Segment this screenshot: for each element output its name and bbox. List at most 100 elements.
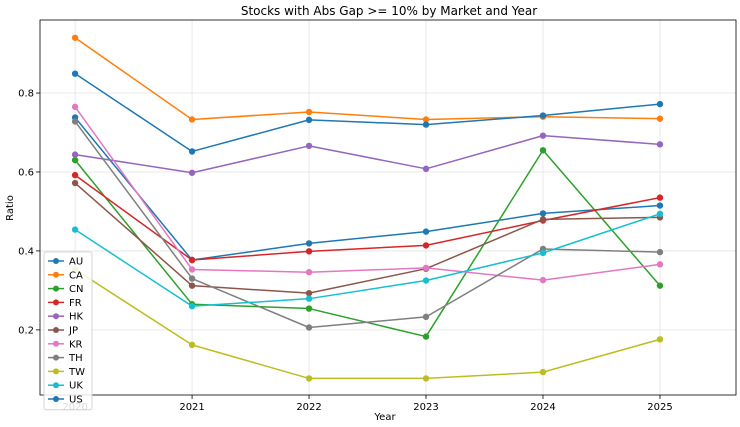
series-line-uk [74, 213, 661, 307]
data-point-tw [539, 368, 547, 376]
data-point-cn [422, 333, 430, 340]
data-point-hk [188, 169, 196, 176]
legend-swatch-marker [53, 382, 59, 389]
legend-item-us: US [48, 395, 83, 406]
legend-label: TH [68, 353, 83, 364]
legend-label: CN [69, 284, 83, 295]
series-uk [71, 210, 664, 310]
x-tick-label: 2021 [179, 402, 204, 413]
data-point-uk [305, 295, 313, 302]
data-point-uk [539, 249, 547, 257]
series-line-ca [74, 37, 660, 121]
legend-item-cn: CN [48, 284, 83, 295]
series-kr [71, 103, 664, 284]
plot-border [39, 19, 737, 396]
x-tick-label: 2023 [413, 402, 438, 413]
y-axis-label: Ratio [5, 195, 16, 221]
data-point-hk [656, 141, 664, 148]
data-point-fr [305, 248, 313, 255]
grid-lines [40, 20, 736, 395]
legend-label: UK [69, 381, 83, 392]
series-us [71, 70, 664, 155]
legend-swatch-marker [53, 271, 59, 278]
data-point-jp [539, 216, 547, 223]
data-point-uk [71, 226, 79, 233]
data-point-au [305, 240, 313, 247]
data-point-jp [71, 179, 79, 187]
data-point-th [71, 118, 79, 125]
y-tick-label: 0.6 [18, 167, 34, 178]
data-point-th [656, 248, 664, 256]
data-point-hk [305, 142, 313, 150]
data-point-hk [539, 132, 547, 139]
data-point-kr [188, 266, 196, 273]
legend-swatch-marker [53, 313, 59, 320]
data-point-ca [656, 115, 664, 122]
series-layer [71, 34, 664, 382]
series-line-kr [74, 106, 661, 281]
data-point-us [305, 116, 313, 124]
data-point-us [656, 100, 664, 108]
legend-label: TW [68, 367, 85, 378]
data-point-kr [305, 269, 313, 276]
data-point-ca [422, 116, 430, 123]
data-point-ca [71, 34, 79, 41]
x-tick-label: 2025 [647, 402, 672, 413]
series-line-fr [74, 174, 661, 261]
data-point-th [422, 313, 430, 321]
data-point-ca [188, 116, 196, 123]
series-line-th [74, 120, 660, 329]
data-point-th [188, 275, 196, 282]
y-tick-label: 0.8 [18, 89, 34, 100]
axes: 2020202120222023202420250.20.40.60.8 [18, 19, 737, 413]
data-point-hk [422, 165, 430, 173]
data-point-kr [539, 276, 547, 284]
data-point-us [422, 121, 430, 128]
legend-label: FR [69, 298, 82, 309]
legend-label: AU [69, 257, 83, 268]
x-tick-label: 2024 [530, 402, 555, 413]
series-hk [71, 132, 664, 176]
data-point-uk [422, 277, 430, 284]
legend-item-fr: FR [48, 298, 82, 309]
data-point-kr [656, 261, 664, 268]
data-point-us [539, 112, 547, 119]
data-point-kr [422, 264, 430, 272]
data-point-cn [305, 305, 313, 312]
data-point-fr [656, 194, 664, 201]
data-point-th [305, 324, 313, 331]
data-point-ca [305, 108, 313, 116]
data-point-jp [305, 289, 313, 297]
series-line-tw [74, 268, 661, 380]
x-tick-label: 2022 [296, 402, 321, 413]
legend-swatch-marker [53, 354, 59, 361]
legend-label: US [69, 395, 83, 406]
legend-item-jp: JP [48, 326, 78, 337]
legend-swatch-marker [53, 299, 59, 306]
series-ca [71, 34, 664, 123]
data-point-kr [71, 103, 79, 111]
y-tick-label: 0.4 [18, 246, 34, 257]
y-tick-label: 0.2 [18, 325, 34, 336]
x-axis-label: Year [373, 412, 396, 423]
data-point-tw [656, 336, 664, 343]
legend-label: KR [69, 339, 83, 350]
series-line-hk [74, 134, 661, 174]
data-point-au [422, 228, 430, 235]
legend-swatch-marker [53, 340, 59, 347]
series-line-jp [74, 182, 660, 294]
data-point-cn [656, 282, 664, 289]
data-point-cn [539, 147, 547, 154]
legend-item-hk: HK [48, 312, 84, 323]
data-point-tw [422, 375, 430, 382]
data-point-fr [188, 256, 196, 264]
data-point-hk [71, 151, 79, 158]
data-point-uk [188, 302, 196, 310]
legend: AU CA CN FR HK JP KR TH TW UK US [43, 251, 93, 411]
legend-item-au: AU [48, 257, 83, 268]
legend-swatch-marker [53, 327, 59, 333]
legend-label: CA [69, 270, 83, 281]
series-th [71, 118, 664, 331]
data-point-us [71, 70, 79, 77]
